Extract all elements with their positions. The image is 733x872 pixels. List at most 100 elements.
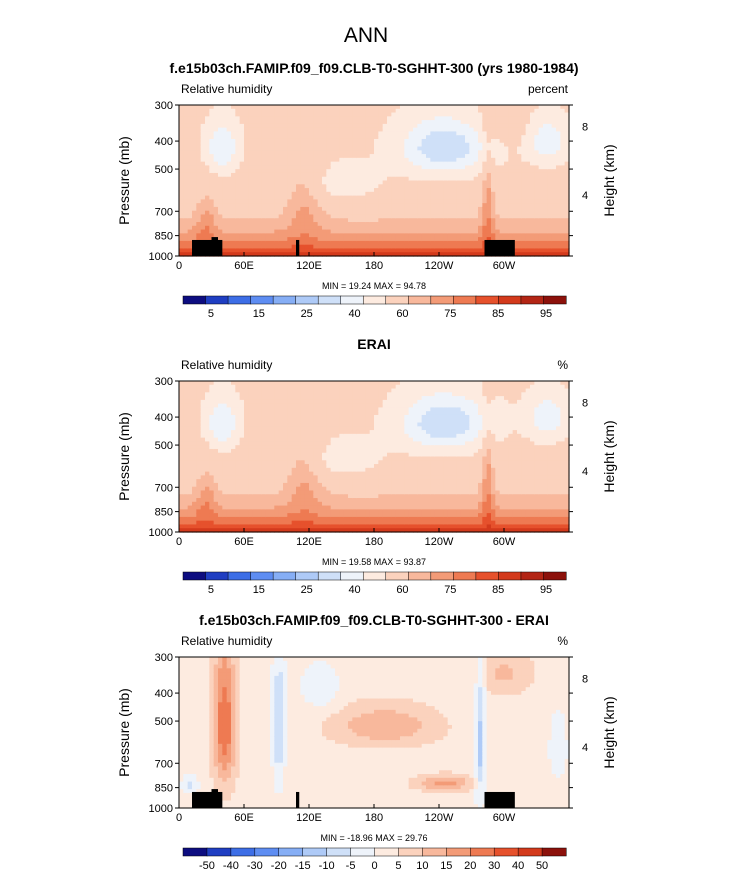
contour-cell: [447, 218, 453, 223]
colorbar-swatch: [362, 295, 387, 305]
contour-cell: [547, 237, 553, 242]
contour-cell: [521, 131, 527, 136]
contour-cell: [556, 169, 561, 174]
contour-cell: [426, 229, 431, 234]
contour-cell: [222, 399, 228, 405]
contour-cell: [482, 131, 488, 136]
contour-cell: [369, 214, 375, 219]
contour-cell: [235, 237, 241, 242]
contour-cell: [261, 433, 267, 439]
contour-cell: [512, 108, 518, 114]
contour-cell: [274, 206, 280, 212]
contour-cell: [530, 180, 535, 185]
contour-cell: [356, 176, 362, 182]
contour-cell: [300, 388, 306, 393]
contour-cell: [504, 233, 509, 238]
contour-cell: [296, 505, 301, 510]
contour-cell: [257, 150, 262, 155]
contour-cell: [491, 142, 496, 148]
contour-cell: [452, 195, 457, 200]
contour-cell: [304, 105, 310, 110]
contour-cell: [304, 233, 310, 238]
contour-cell: [434, 150, 440, 155]
contour-cell: [291, 524, 297, 529]
contour-cell: [196, 229, 202, 234]
contour-cell: [330, 222, 336, 227]
contour-cell: [395, 218, 401, 223]
contour-cell: [296, 486, 301, 492]
contour-cell: [486, 165, 492, 170]
contour-cell: [473, 131, 479, 136]
contour-cell: [374, 252, 379, 257]
contour-cell: [218, 229, 223, 234]
contour-cell: [296, 471, 301, 476]
contour-cell: [239, 176, 245, 182]
contour-cell: [274, 195, 280, 200]
contour-cell: [270, 138, 275, 144]
contour-cell: [382, 116, 388, 121]
contour-cell: [460, 248, 466, 253]
contour-cell: [413, 157, 418, 163]
contour-cell: [313, 169, 319, 174]
contour-cell: [231, 520, 236, 526]
contour-cell: [300, 498, 306, 503]
contour-cell: [183, 233, 189, 238]
contour-cell: [192, 112, 197, 117]
contour-cell: [465, 188, 470, 193]
contour-cell: [309, 414, 314, 420]
contour-cell: [495, 146, 501, 151]
contour-cell: [218, 116, 223, 121]
contour-cell: [517, 123, 522, 129]
contour-cell: [348, 169, 353, 174]
contour-cell: [183, 494, 189, 499]
contour-cell: [408, 105, 414, 110]
contour-cell: [278, 414, 284, 420]
contour-cell: [473, 123, 479, 129]
contour-cell: [222, 456, 228, 461]
contour-cell: [417, 161, 423, 167]
contour-cell: [343, 225, 349, 231]
contour-cell: [369, 237, 375, 242]
contour-cell: [231, 169, 236, 174]
contour-cell: [278, 112, 284, 117]
contour-cell: [309, 150, 314, 155]
contour-cell: [322, 172, 327, 178]
contour-cell: [291, 184, 297, 189]
contour-cell: [460, 165, 466, 170]
contour-cell: [270, 441, 275, 446]
contour-cell: [192, 479, 197, 484]
contour-cell: [304, 407, 310, 412]
contour-cell: [348, 146, 353, 151]
contour-cell: [556, 105, 561, 110]
contour-cell: [395, 120, 401, 125]
contour-cell: [300, 116, 306, 121]
contour-cell: [309, 411, 314, 416]
contour-cell: [183, 384, 189, 390]
contour-cell: [556, 161, 561, 167]
contour-cell: [257, 513, 262, 518]
contour-cell: [265, 135, 271, 140]
contour-cell: [309, 392, 314, 397]
contour-cell: [478, 244, 483, 250]
contour-cell: [313, 112, 319, 117]
contour-cell: [278, 479, 284, 484]
contour-cell: [300, 150, 306, 155]
contour-cell: [330, 127, 336, 133]
contour-cell: [205, 422, 210, 427]
contour-cell: [209, 161, 215, 167]
contour-cell: [361, 161, 366, 167]
contour-cell: [491, 165, 496, 170]
contour-cell: [378, 161, 384, 167]
contour-cell: [387, 146, 392, 151]
contour-cell: [439, 123, 444, 129]
contour-cell: [265, 165, 271, 170]
contour-cell: [187, 172, 193, 178]
contour-cell: [491, 199, 496, 204]
contour-cell: [356, 131, 362, 136]
contour-cell: [499, 135, 505, 140]
contour-cell: [248, 142, 254, 148]
contour-cell: [447, 108, 453, 114]
contour-cell: [187, 142, 193, 148]
contour-cell: [317, 180, 323, 185]
contour-cell: [309, 505, 314, 510]
